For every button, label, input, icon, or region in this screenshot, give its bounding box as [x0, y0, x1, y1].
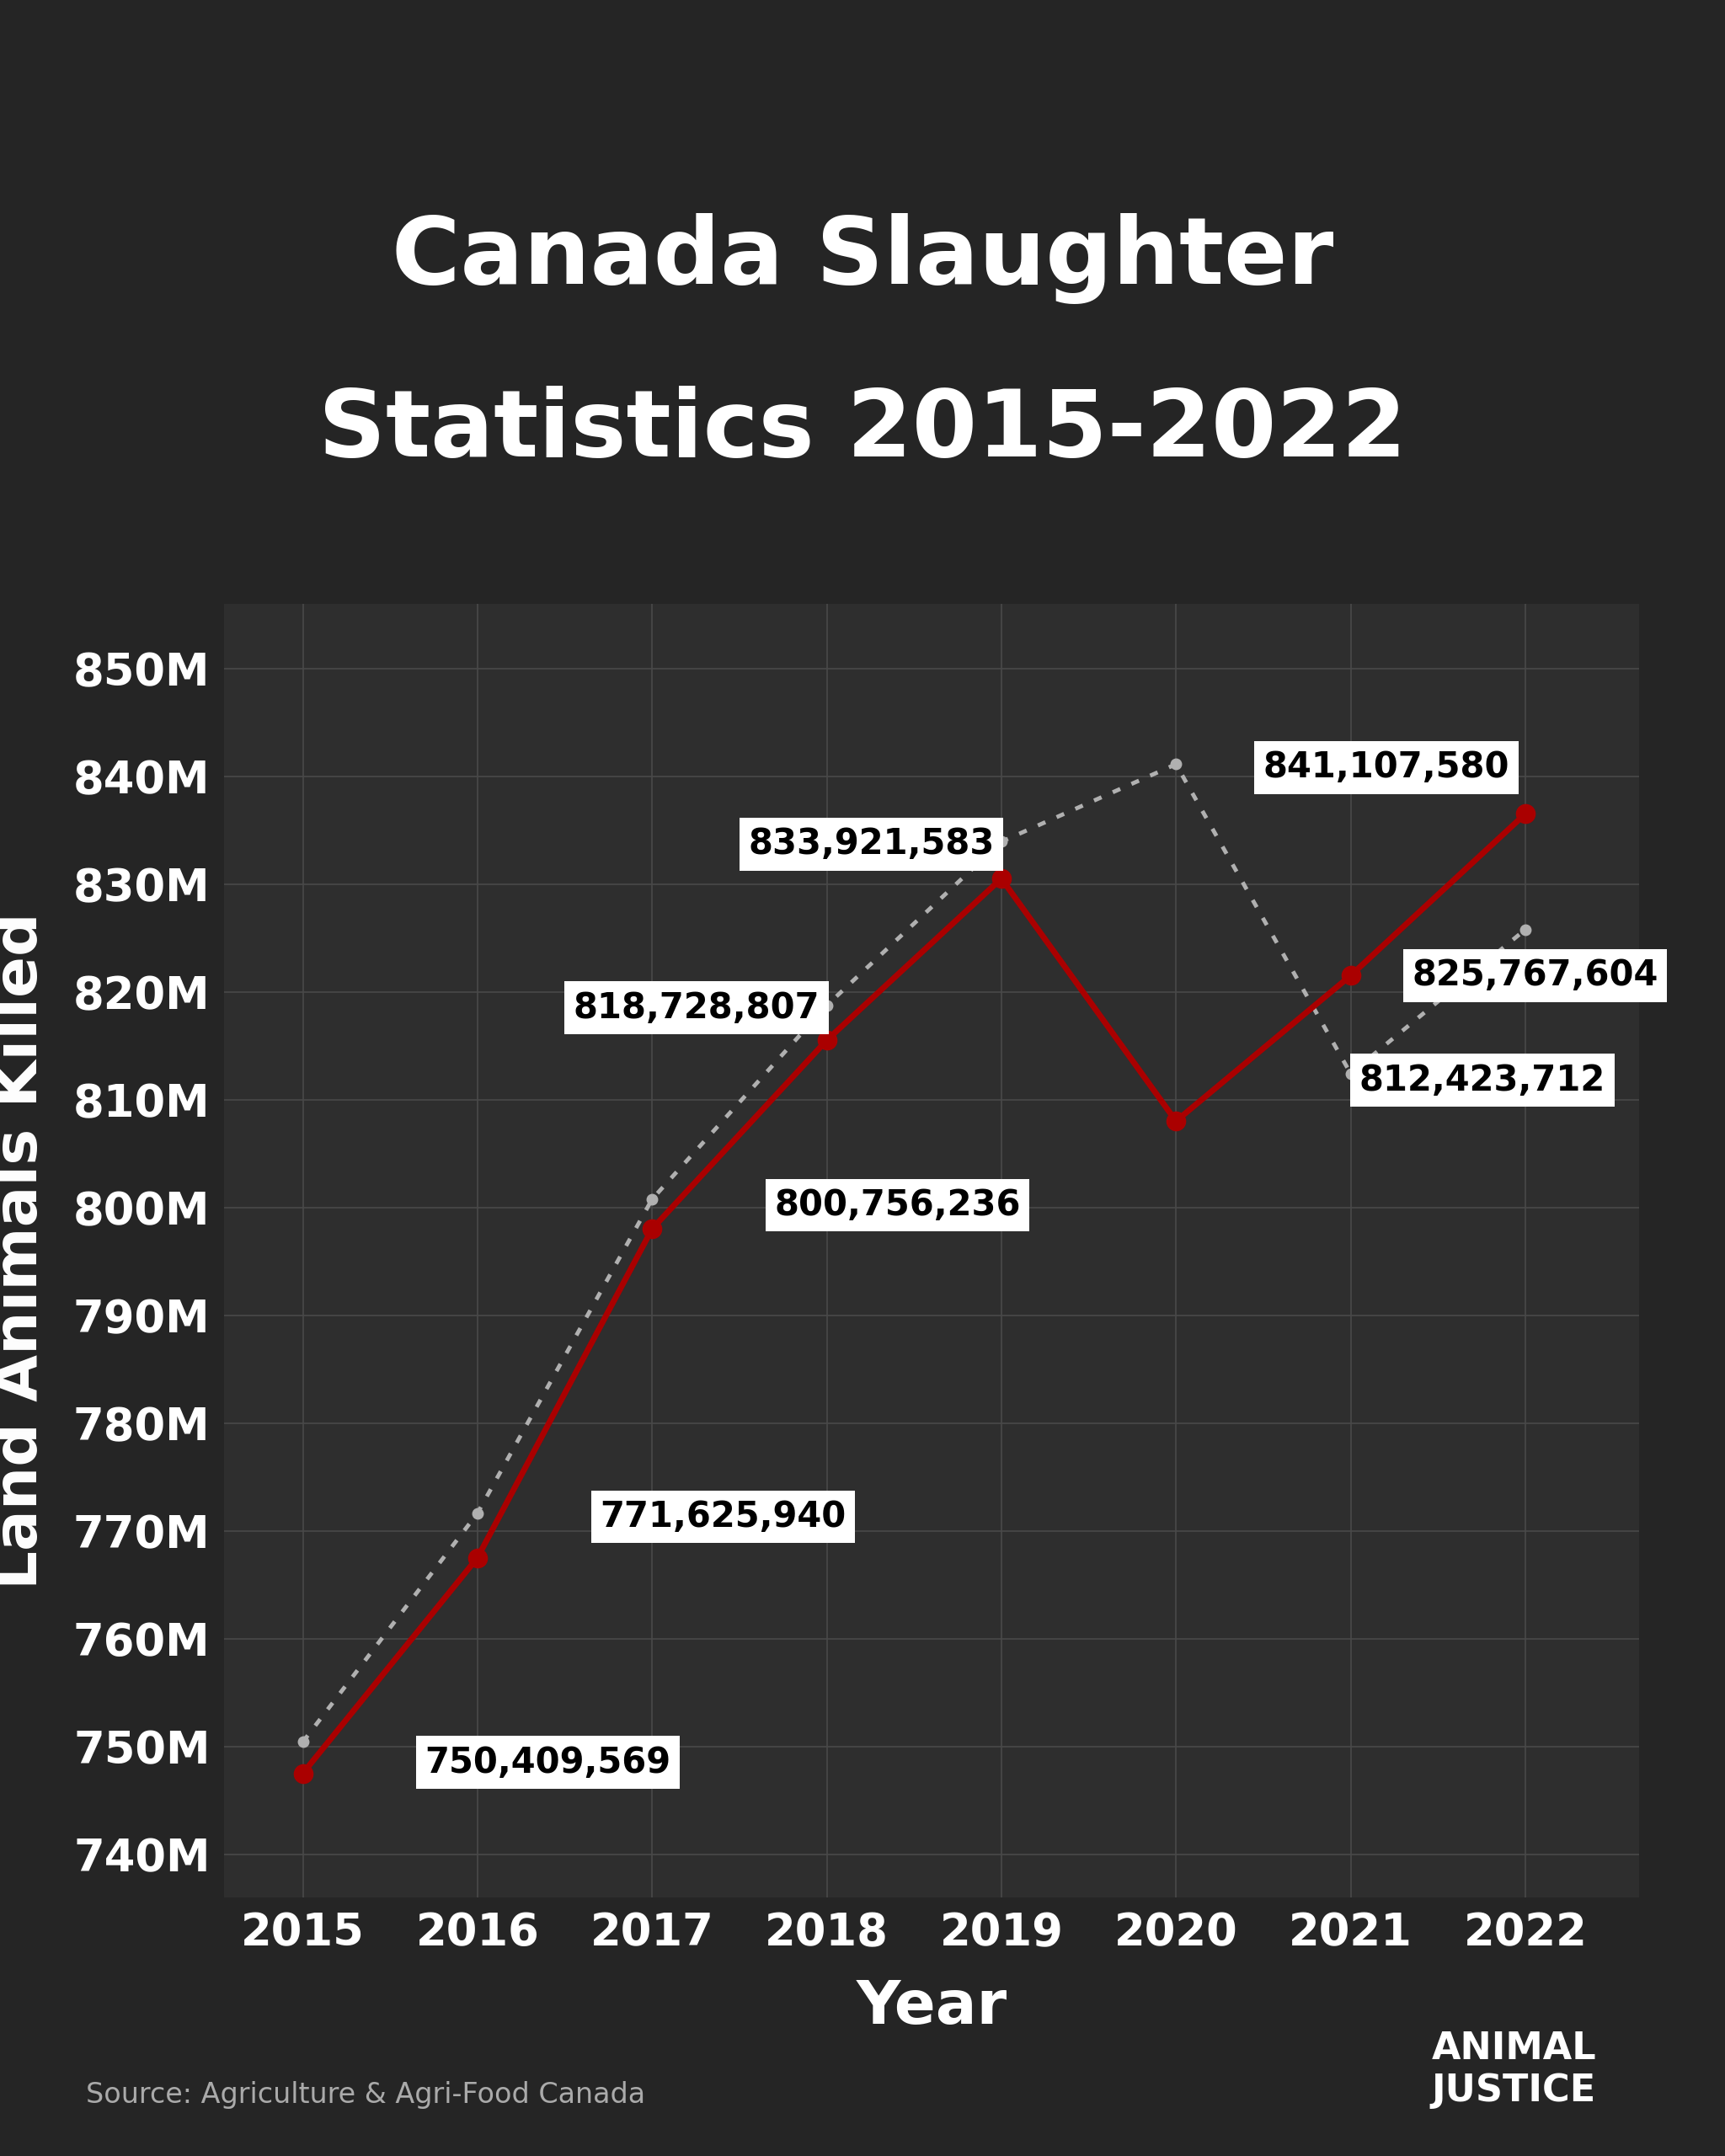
Y-axis label: Land Animals Killed: Land Animals Killed: [0, 912, 50, 1589]
Text: 771,625,940: 771,625,940: [600, 1498, 845, 1535]
Text: 825,767,604: 825,767,604: [1411, 957, 1658, 994]
Text: ANIMAL
JUSTICE: ANIMAL JUSTICE: [1432, 2031, 1597, 2109]
Text: 818,728,807: 818,728,807: [573, 990, 819, 1026]
Text: 750,409,569: 750,409,569: [424, 1744, 671, 1781]
Text: 800,756,236: 800,756,236: [775, 1188, 1021, 1222]
Text: Canada Slaughter: Canada Slaughter: [392, 213, 1333, 304]
Text: Statistics 2015-2022: Statistics 2015-2022: [319, 386, 1406, 476]
X-axis label: Year: Year: [856, 1979, 1007, 2037]
Text: 841,107,580: 841,107,580: [1263, 750, 1509, 785]
Text: Source: Agriculture & Agri-Food Canada: Source: Agriculture & Agri-Food Canada: [86, 2081, 645, 2109]
Text: 833,921,583: 833,921,583: [749, 826, 994, 862]
Text: 812,423,712: 812,423,712: [1359, 1063, 1606, 1097]
